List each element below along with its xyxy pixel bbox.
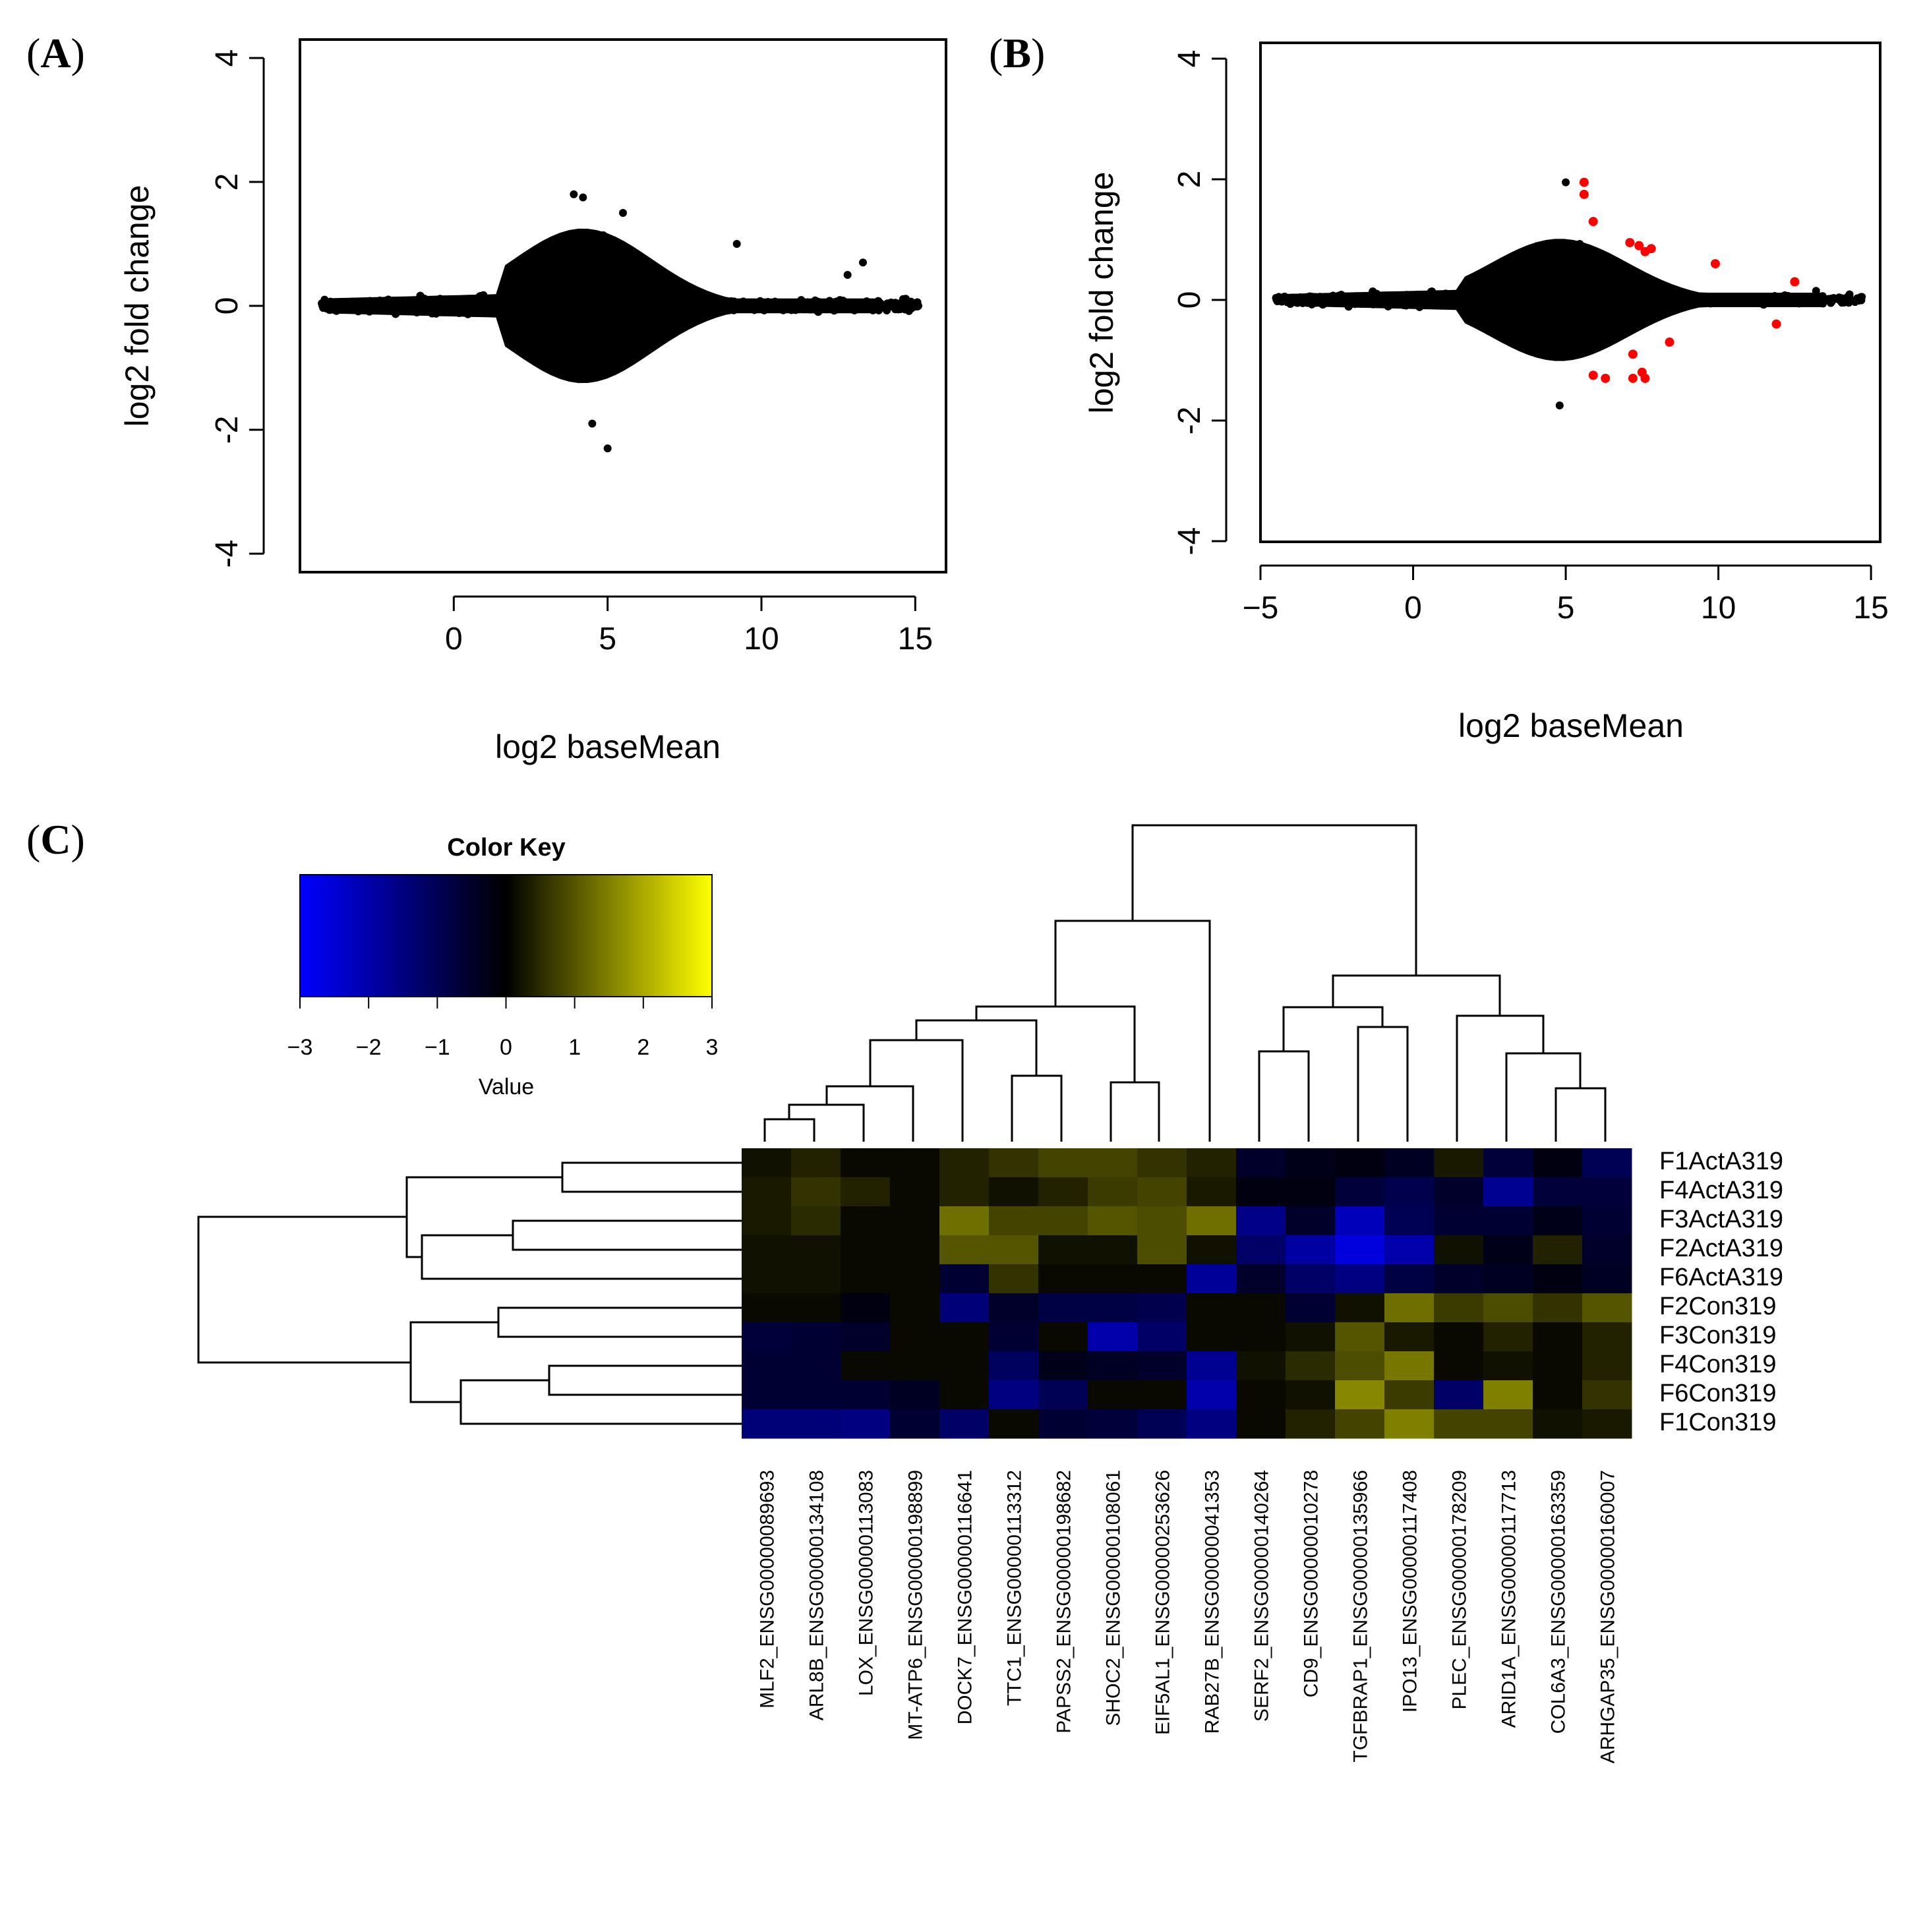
- panel-label-b: (B): [989, 30, 1045, 76]
- panel-label-a: (A): [26, 30, 85, 76]
- ma-points-a: [318, 190, 922, 453]
- panel-label-c: (C): [26, 816, 85, 863]
